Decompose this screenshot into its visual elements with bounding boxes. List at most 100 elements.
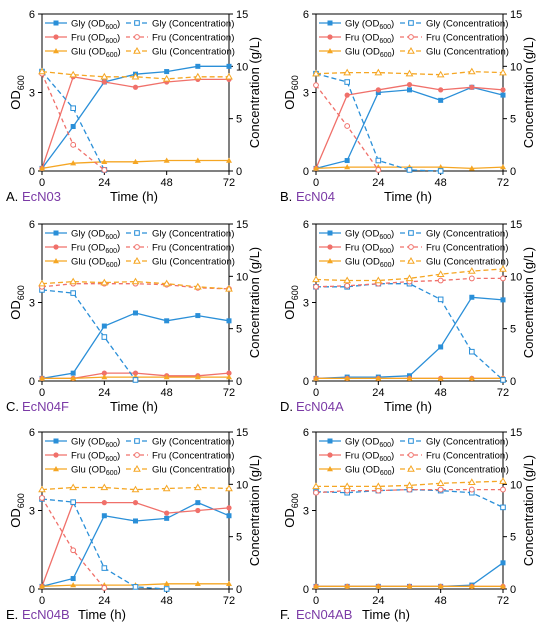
legend-label-main: Gly (OD: [71, 437, 105, 448]
y-right-tick-label: 5: [510, 114, 516, 126]
y-axis-right-label: Concentration (g/L): [521, 247, 536, 358]
y-right-tick-label: 5: [510, 532, 516, 544]
data-point-glu_conc: [436, 270, 445, 277]
data-point-gly_conc: [101, 334, 108, 340]
data-point-gly_od: [344, 158, 350, 164]
legend-marker-gly_od: [327, 230, 333, 236]
data-point-fru_od: [101, 79, 107, 85]
x-tick-label: 24: [372, 595, 384, 607]
series-line-gly_od: [315, 296, 504, 380]
x-axis-label: Time (h): [384, 189, 432, 204]
y-axis-right-label: Concentration (g/L): [521, 37, 536, 148]
legend-marker-glu_od: [327, 258, 333, 264]
panel-strain-name: EcN03: [22, 189, 61, 204]
data-point-glu_conc: [405, 69, 414, 77]
data-point-gly_od: [195, 500, 201, 506]
data-point-gly_od: [164, 515, 170, 521]
panel-strain-name: EcN04B: [22, 607, 70, 622]
data-point-gly_od: [101, 513, 107, 519]
data-point-glu_od: [500, 164, 506, 170]
data-point-glu_od: [344, 375, 351, 381]
legend-label-glu_od: Glu (OD600): [345, 47, 395, 60]
legend-label-close: ): [392, 257, 395, 268]
y-left-tick-label: 0: [29, 166, 35, 178]
data-point-gly_od: [164, 69, 170, 75]
data-point-glu_conc: [131, 72, 140, 80]
legend-label-fru_conc: Fru (Concentration): [426, 33, 508, 44]
legend: Gly (OD600) Gly (Concentration)Fru (OD600…: [45, 229, 235, 269]
legend: Gly (OD600) Gly (Concentration)Fru (OD600…: [45, 437, 235, 477]
data-point-glu_od: [70, 375, 77, 381]
data-point-glu_conc: [499, 265, 507, 272]
legend-marker-fru_conc: [408, 34, 414, 40]
data-point-glu_conc: [312, 69, 320, 77]
series-glu_conc: [38, 277, 233, 292]
legend-label-fru_conc: Fru (Concentration): [426, 243, 508, 254]
data-point-glu_od: [226, 374, 232, 380]
data-point-gly_od: [375, 90, 381, 95]
x-tick-label: 72: [497, 595, 509, 607]
data-point-fru_od: [438, 87, 444, 93]
legend-marker-fru_od: [53, 244, 59, 250]
x-tick-label: 0: [313, 387, 319, 399]
y-axis-left-label-sub: 600: [16, 493, 26, 508]
legend-label-gly_od: Gly (OD600): [345, 19, 394, 32]
legend-marker-fru_conc: [134, 244, 140, 250]
data-point-gly_od: [70, 124, 76, 130]
x-tick-label: 48: [161, 177, 173, 189]
y-right-tick-label: 15: [510, 219, 522, 231]
series-line-gly_conc: [41, 289, 137, 381]
legend-label-sub: 600: [105, 38, 117, 45]
legend-marker-fru_od: [327, 452, 333, 458]
x-tick-label: 72: [497, 387, 509, 399]
legend-marker-gly_od: [327, 20, 333, 26]
legend-marker-glu_od: [53, 48, 59, 54]
legend-label-gly_od: Gly (OD600): [71, 437, 120, 450]
y-right-tick-label: 5: [236, 114, 242, 126]
y-left-tick-label: 3: [303, 298, 309, 310]
data-point-gly_od: [438, 97, 444, 103]
data-point-glu_conc: [193, 483, 202, 491]
data-point-glu_od: [194, 580, 201, 586]
data-point-fru_conc: [313, 283, 319, 290]
data-point-gly_od: [500, 560, 506, 566]
y-axis-right-label: Concentration (g/L): [247, 247, 262, 358]
series-glu_conc: [312, 67, 507, 78]
series-fru_conc: [39, 495, 108, 591]
y-axis-left-label-sub: 600: [16, 285, 26, 300]
data-point-glu_conc: [100, 483, 109, 491]
legend-marker-fru_od: [53, 452, 59, 458]
legend-label-close: ): [117, 243, 120, 254]
y-left-tick-label: 3: [29, 88, 35, 100]
y-right-tick-label: 5: [236, 324, 242, 336]
legend-marker-gly_od: [53, 438, 59, 444]
legend-label-main: Fru (OD: [71, 243, 105, 254]
y-left-tick-label: 0: [303, 166, 309, 178]
legend-label-sub: 600: [380, 52, 392, 59]
data-point-glu_od: [39, 165, 45, 171]
data-point-glu_conc: [162, 279, 171, 287]
series-line-gly_conc: [41, 498, 167, 590]
data-point-fru_conc: [101, 167, 108, 173]
data-point-glu_conc: [100, 72, 109, 80]
series-glu_od: [39, 374, 232, 381]
data-point-fru_conc: [375, 167, 382, 173]
panel-letter: C.: [6, 399, 19, 414]
data-point-fru_od: [469, 84, 475, 90]
y-right-tick-label: 10: [236, 271, 248, 283]
legend: Gly (OD600) Gly (Concentration)Fru (OD600…: [319, 437, 509, 477]
legend-marker-glu_conc: [407, 464, 415, 472]
data-point-gly_od: [226, 63, 232, 69]
legend-label-glu_conc: Glu (Concentration): [426, 465, 509, 476]
y-left-tick-label: 6: [29, 9, 35, 21]
y-right-tick-label: 10: [510, 271, 522, 283]
series-glu_od: [39, 157, 232, 171]
data-point-gly_conc: [132, 584, 139, 590]
legend-label-glu_conc: Glu (Concentration): [426, 257, 509, 268]
legend-label-sub: 600: [379, 456, 391, 463]
legend-marker-glu_conc: [407, 256, 415, 264]
legend-label-sub: 600: [106, 262, 118, 269]
x-axis-label: Time (h): [384, 399, 432, 414]
